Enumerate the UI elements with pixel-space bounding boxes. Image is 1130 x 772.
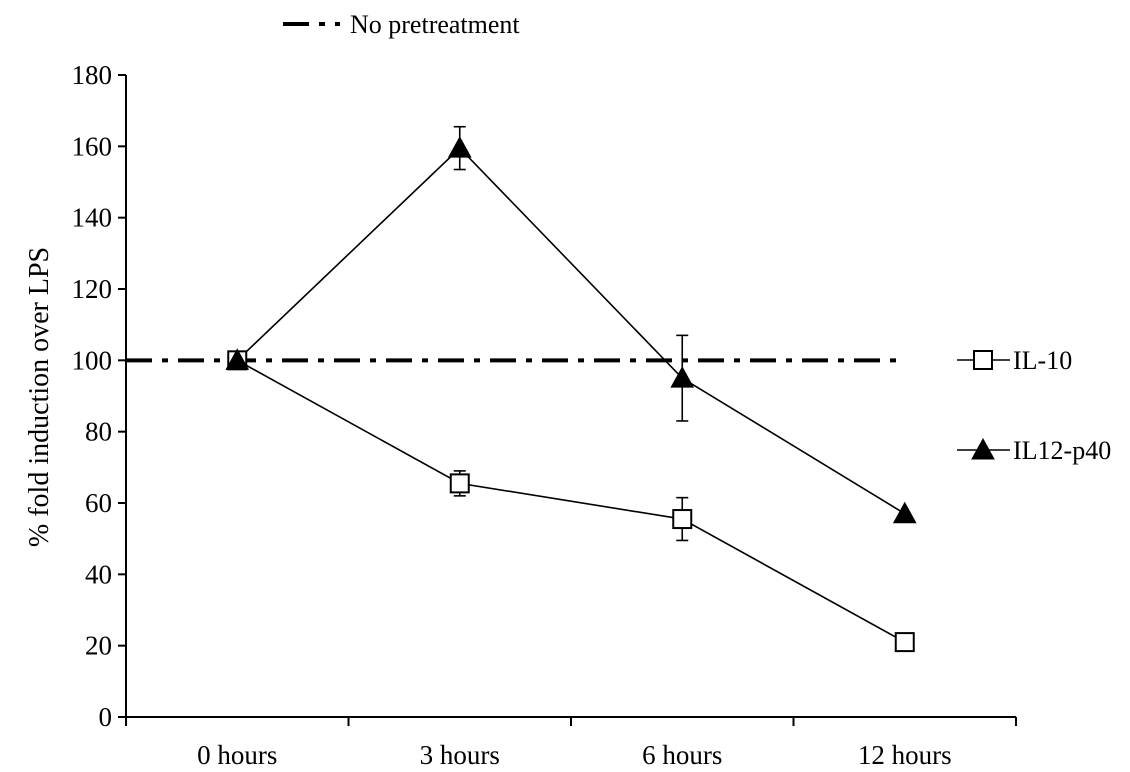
y-tick-label: 80 — [85, 417, 112, 447]
x-tick-label: 3 hours — [420, 740, 500, 770]
y-axis-title: % fold induction over LPS — [24, 247, 55, 547]
marker-open-square — [449, 473, 470, 494]
marker-open-square — [672, 509, 693, 530]
x-tick-label: 6 hours — [642, 740, 722, 770]
y-tick-label: 60 — [85, 488, 112, 518]
error-bars — [453, 125, 689, 542]
markers — [225, 136, 917, 653]
y-tick-label: 100 — [72, 345, 113, 375]
marker-open-square — [894, 632, 915, 653]
y-tick-label: 0 — [99, 702, 113, 732]
series-line-il12-p40 — [236, 146, 906, 515]
x-tick-label: 12 hours — [858, 740, 952, 770]
legend-label-il12-p40: IL12-p40 — [1013, 436, 1111, 465]
marker-filled-triangle — [971, 437, 995, 460]
series-lines — [236, 146, 906, 643]
axes: 0 20 40 60 80 100 120 140 160 180 0 hours 3 hours 6 … — [72, 60, 1017, 770]
marker-filled-triangle — [892, 501, 917, 524]
x-tick-label: 0 hours — [197, 740, 277, 770]
y-tick-label: 160 — [72, 131, 113, 161]
y-tick-label: 180 — [72, 60, 113, 90]
legend-label-no-pretreatment: No pretreatment — [350, 10, 520, 39]
y-tick-label: 20 — [85, 631, 112, 661]
marker-filled-triangle — [225, 348, 250, 370]
marker-filled-triangle — [447, 136, 472, 158]
marker-open-square — [973, 350, 993, 370]
marker-filled-triangle — [670, 366, 695, 388]
y-tick-label: 140 — [72, 203, 113, 233]
legend-label-il-10: IL-10 — [1013, 346, 1072, 375]
y-tick-label: 40 — [85, 559, 112, 589]
legend: No pretreatment IL-10 IL12-p40 — [283, 10, 1111, 465]
series-line-il-10 — [236, 359, 906, 643]
y-tick-label: 120 — [72, 274, 113, 304]
